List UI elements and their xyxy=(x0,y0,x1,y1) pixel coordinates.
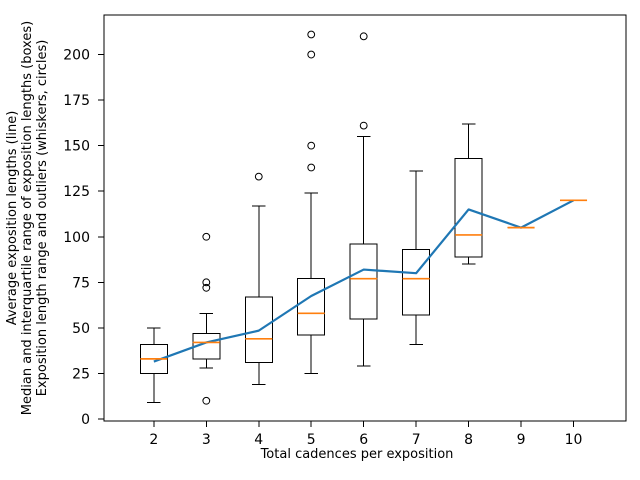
x-tick-label: 3 xyxy=(202,432,211,448)
y-tick-label: 100 xyxy=(63,230,90,246)
y-axis-label: Average exposition lengths (line) Median… xyxy=(5,21,50,415)
box-x5 xyxy=(297,30,326,374)
average-line xyxy=(153,199,575,363)
x-axis-label: Total cadences per exposition xyxy=(260,447,454,462)
x-axis-ticks: 2 3 4 5 6 7 8 9 10 xyxy=(149,421,582,448)
iqr-box xyxy=(402,249,431,316)
box-x4 xyxy=(244,172,273,385)
box-x6 xyxy=(349,32,378,367)
y-tick-label: 200 xyxy=(63,48,90,64)
iqr-box xyxy=(244,296,273,364)
iqr-box xyxy=(297,278,326,336)
medians-layer xyxy=(140,199,588,360)
outlier-circle xyxy=(307,163,316,172)
y-tick-label: 125 xyxy=(63,184,90,200)
outlier-circle xyxy=(202,396,211,405)
outlier-circle xyxy=(359,121,368,130)
y-tick-label: 75 xyxy=(72,275,90,291)
outlier-circle xyxy=(202,278,211,287)
y-axis-label-line-3: Exposition length range and outliers (wh… xyxy=(35,40,50,397)
x-tick-label: 2 xyxy=(149,432,158,448)
y-axis-ticks: 0 25 50 75 100 125 150 175 200 xyxy=(63,48,104,428)
outlier-circle xyxy=(202,283,211,292)
y-axis-label-line-2: Median and interquartile range of exposi… xyxy=(20,21,35,415)
y-axis-label-line-1: Average exposition lengths (line) xyxy=(5,111,20,326)
y-tick-label: 0 xyxy=(81,412,90,428)
box-x7 xyxy=(402,170,431,345)
y-tick-label: 25 xyxy=(72,366,90,382)
x-tick-label: 5 xyxy=(307,432,316,448)
box-x8 xyxy=(454,123,483,265)
outlier-circle xyxy=(202,232,211,241)
iqr-box xyxy=(192,332,221,360)
x-tick-label: 10 xyxy=(565,432,583,448)
box-x2 xyxy=(139,327,168,404)
x-tick-label: 4 xyxy=(254,432,263,448)
iqr-box xyxy=(349,243,378,320)
axes-spines xyxy=(103,14,627,422)
y-tick-label: 50 xyxy=(72,321,90,337)
outlier-circle xyxy=(307,30,316,39)
iqr-box xyxy=(454,157,483,258)
x-tick-label: 9 xyxy=(517,432,526,448)
y-tick-label: 150 xyxy=(63,139,90,155)
outlier-circle xyxy=(254,172,263,181)
outlier-circle xyxy=(359,32,368,41)
y-tick-label: 175 xyxy=(63,93,90,109)
box-x3 xyxy=(192,232,221,405)
x-tick-label: 6 xyxy=(359,432,368,448)
outlier-circle xyxy=(307,50,316,59)
x-tick-label: 7 xyxy=(412,432,421,448)
x-tick-label: 8 xyxy=(464,432,473,448)
outlier-circle xyxy=(307,141,316,150)
